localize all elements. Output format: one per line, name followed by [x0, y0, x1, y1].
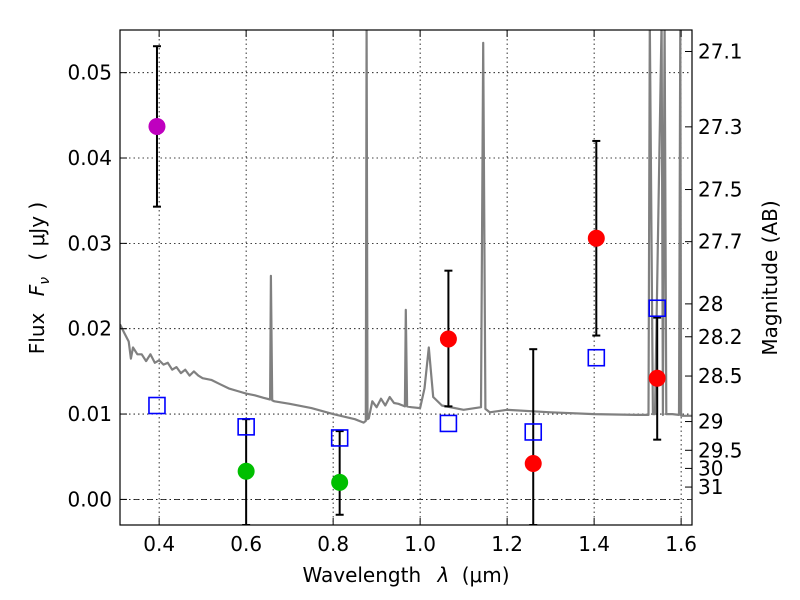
- mag-tick-label: 30: [698, 456, 723, 480]
- model-spectrum-line: [120, 30, 692, 424]
- plot-frame: [119, 29, 693, 526]
- model-flux-square: [439, 414, 458, 433]
- observed-flux-point: [439, 330, 457, 348]
- observed-flux-point: [237, 462, 255, 480]
- model-flux-square: [148, 396, 166, 415]
- y-axis-label: Flux Fν ( μJy ): [25, 202, 54, 354]
- mag-tick-label: 27.1: [698, 40, 743, 64]
- mag-tick-label: 28.5: [698, 364, 743, 388]
- mag-tick-label: 31: [698, 475, 723, 499]
- mag-tick-label: 29: [698, 410, 723, 434]
- y-tick-label: 0.02: [67, 317, 112, 341]
- model-flux-square: [330, 429, 349, 447]
- observed-flux-point: [587, 229, 605, 247]
- model-spectrum: [120, 30, 692, 424]
- x-tick-label: 0.8: [317, 532, 349, 556]
- y-tick-label: 0.03: [67, 231, 112, 255]
- tick-labels: 0.4 0.6 0.8 1.0 1.2 1.4 1.6 0.00 0.01 0.02 0.03 0.0…: [67, 40, 742, 556]
- x-axis-unit: (μm): [462, 563, 510, 587]
- y-axis-symbol: F: [25, 284, 49, 296]
- axis-ticks: [120, 30, 692, 525]
- model-flux-square: [237, 418, 255, 436]
- x-tick-label: 1.0: [404, 532, 436, 556]
- x-tick-label: 0.4: [143, 532, 175, 556]
- observed-flux-point: [148, 117, 166, 135]
- x-tick-label: 1.2: [491, 532, 523, 556]
- model-flux-square: [648, 299, 667, 318]
- x-tick-label: 1.4: [578, 532, 610, 556]
- x-axis-label: Wavelength λ (μm): [302, 563, 509, 587]
- x-axis-label-text: Wavelength: [302, 563, 421, 587]
- mag-tick-label: 29.5: [698, 438, 743, 462]
- error-bars: [152, 45, 662, 525]
- observed-flux-point: [331, 473, 349, 491]
- y-axis-label-text: Flux: [25, 312, 49, 354]
- mag-tick-label: 27.3: [698, 115, 743, 139]
- y-tick-label: 0.00: [67, 487, 112, 511]
- x-axis-symbol: λ: [437, 563, 450, 587]
- y-tick-label: 0.04: [67, 146, 112, 170]
- y-axis-symbol-sub: ν: [37, 277, 53, 285]
- observed-flux-point: [524, 455, 542, 473]
- y-tick-label: 0.05: [67, 61, 112, 85]
- model-flux-square: [524, 423, 543, 441]
- mag-tick-label: 27.5: [698, 178, 743, 202]
- data-points: [148, 117, 667, 491]
- x-tick-label: 0.6: [230, 532, 262, 556]
- model-flux-square: [587, 348, 606, 367]
- observed-flux-point: [648, 369, 666, 387]
- x-tick-label: 1.6: [665, 532, 697, 556]
- mag-tick-label: 27.7: [698, 230, 743, 254]
- y-axis-unit: ( μJy ): [25, 202, 49, 261]
- mag-tick-label: 28.2: [698, 325, 743, 349]
- mag-tick-label: 28: [698, 292, 723, 316]
- y2-axis-label: Magnitude (AB): [758, 200, 782, 355]
- y-tick-label: 0.01: [67, 402, 112, 426]
- grid-lines: [120, 30, 692, 525]
